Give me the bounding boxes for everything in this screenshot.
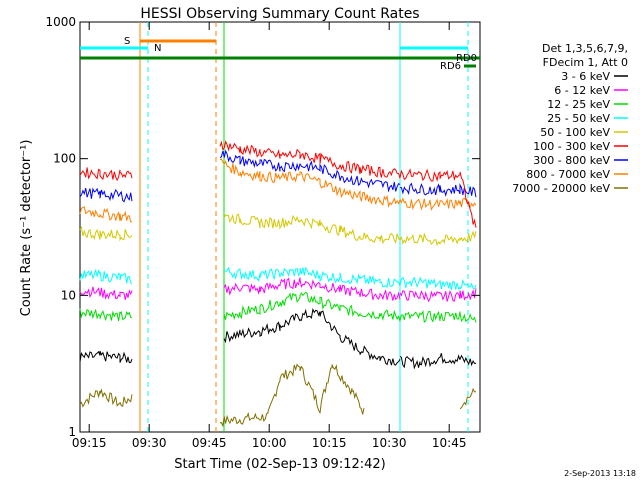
series-1-segment-0 bbox=[79, 350, 133, 364]
legend: Det 1,3,5,6,7,9,FDecim 1, Att 03 - 6 keV… bbox=[512, 42, 628, 195]
series-2-segment-1 bbox=[223, 291, 401, 322]
series-1-segment-2 bbox=[399, 353, 476, 370]
y-tick-label-1: 10 bbox=[61, 288, 76, 302]
x-axis-label: Start Time (02-Sep-13 09:12:42) bbox=[174, 457, 385, 472]
legend-header-0: Det 1,3,5,6,7,9, bbox=[542, 42, 628, 55]
legend-label-1: 6 - 12 keV bbox=[554, 84, 610, 97]
legend-label-5: 100 - 300 keV bbox=[533, 140, 610, 153]
series-8-segment-0 bbox=[79, 167, 133, 182]
series-6-segment-0 bbox=[79, 206, 133, 223]
y-axis-label: Count Rate (s⁻¹ detector⁻¹) bbox=[19, 140, 34, 317]
series-3-segment-1 bbox=[223, 277, 401, 301]
legend-label-7: 800 - 7000 keV bbox=[526, 168, 610, 181]
rd0-label: RD0 bbox=[456, 53, 477, 64]
x-tick-label-0: 09:15 bbox=[72, 436, 107, 450]
series-0-segment-1 bbox=[219, 363, 365, 428]
series-8-segment-2 bbox=[399, 168, 477, 228]
x-tick-label-5: 10:30 bbox=[372, 436, 407, 450]
series-5-segment-2 bbox=[399, 230, 477, 246]
series-group bbox=[79, 140, 477, 428]
series-5-segment-0 bbox=[79, 226, 133, 242]
legend-label-6: 300 - 800 keV bbox=[533, 154, 610, 167]
timestamp: 2-Sep-2013 13:18 bbox=[564, 469, 636, 478]
series-0-segment-2 bbox=[459, 387, 477, 410]
series-2-segment-0 bbox=[79, 308, 133, 321]
y-tick-label-3: 1000 bbox=[45, 15, 76, 29]
series-7-segment-2 bbox=[399, 182, 477, 198]
series-4-segment-0 bbox=[79, 268, 133, 285]
series-8-segment-1 bbox=[219, 140, 401, 179]
legend-header-1: FDecim 1, Att 0 bbox=[543, 56, 628, 69]
x-tick-label-1: 09:30 bbox=[132, 436, 167, 450]
series-5-segment-1 bbox=[223, 213, 401, 245]
series-2-segment-2 bbox=[399, 310, 477, 323]
saa-label: S bbox=[124, 36, 130, 47]
night-label: N bbox=[154, 43, 161, 54]
series-3-segment-2 bbox=[399, 288, 477, 303]
legend-label-4: 50 - 100 keV bbox=[540, 126, 610, 139]
x-tick-label-3: 10:00 bbox=[252, 436, 287, 450]
series-3-segment-0 bbox=[79, 286, 133, 301]
series-6-segment-1 bbox=[219, 158, 401, 208]
series-0-segment-0 bbox=[79, 388, 133, 408]
series-7-segment-1 bbox=[219, 149, 401, 193]
legend-label-0: 3 - 6 keV bbox=[561, 70, 610, 83]
chart-title: HESSI Observing Summary Count Rates bbox=[140, 6, 419, 22]
series-1-segment-1 bbox=[223, 307, 401, 366]
x-tick-label-2: 09:45 bbox=[192, 436, 227, 450]
axes: 09:15 09:30 09:45 10:00 10:15 10:30 10:45 1 10 10… bbox=[45, 15, 480, 450]
series-4-segment-2 bbox=[399, 276, 477, 290]
series-6-segment-2 bbox=[399, 197, 477, 212]
legend-label-8: 7000 - 20000 keV bbox=[512, 182, 610, 195]
x-tick-label-6: 10:45 bbox=[432, 436, 467, 450]
legend-label-2: 12 - 25 keV bbox=[547, 98, 610, 111]
y-tick-label-2: 100 bbox=[53, 152, 76, 166]
x-tick-label-4: 10:15 bbox=[312, 436, 347, 450]
legend-label-3: 25 - 50 keV bbox=[547, 112, 610, 125]
series-7-segment-0 bbox=[79, 187, 133, 203]
rd6-label: RD6 bbox=[440, 61, 461, 72]
series-4-segment-1 bbox=[223, 266, 401, 289]
y-tick-label-0: 1 bbox=[68, 425, 76, 439]
